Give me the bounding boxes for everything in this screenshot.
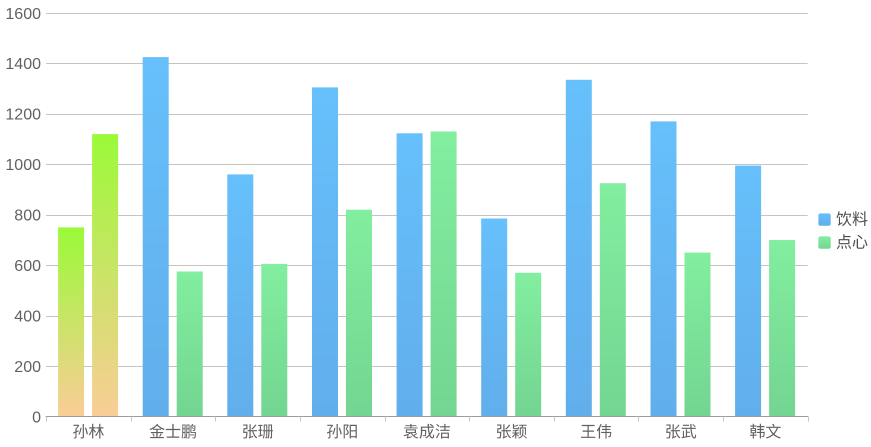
svg-text:800: 800 (14, 208, 41, 225)
svg-text:200: 200 (14, 359, 41, 376)
svg-text:600: 600 (14, 258, 41, 275)
svg-text:1000: 1000 (5, 157, 41, 174)
svg-text:400: 400 (14, 308, 41, 325)
svg-text:0: 0 (32, 409, 41, 426)
svg-text:1600: 1600 (5, 6, 41, 23)
svg-text:1400: 1400 (5, 56, 41, 73)
svg-text:1200: 1200 (5, 107, 41, 124)
